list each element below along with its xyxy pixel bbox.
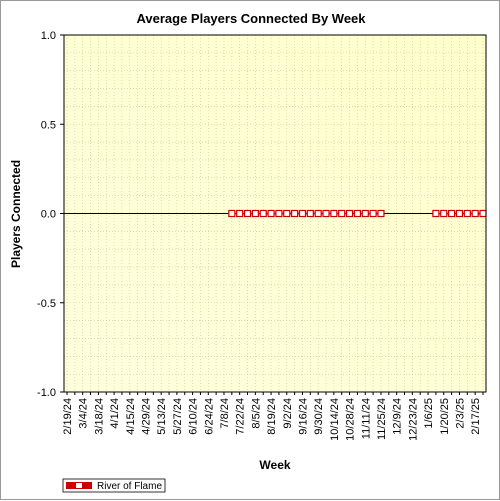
x-tick-label: 12/9/24 <box>392 398 404 435</box>
x-tick-label: 8/19/24 <box>266 398 278 435</box>
y-ticks: 1.0 0.5 0.0 -0.5 -1.0 <box>37 30 64 399</box>
x-tick-label: 3/18/24 <box>93 398 105 435</box>
x-tick-label: 11/11/24 <box>360 398 372 439</box>
y-tick-label: 0.0 <box>41 209 56 221</box>
data-point <box>369 209 377 218</box>
grid <box>64 34 486 393</box>
x-tick-label: 4/29/24 <box>140 398 152 435</box>
data-point <box>448 209 456 218</box>
data-point <box>314 209 322 218</box>
data-point <box>361 209 369 218</box>
data-point <box>275 209 283 218</box>
chart-title: Average Players Connected By Week <box>136 11 366 26</box>
x-tick-label: 9/30/24 <box>313 398 325 435</box>
x-tick-label: 1/6/25 <box>423 398 435 429</box>
data-point <box>377 209 385 218</box>
x-tick-label: 4/15/24 <box>125 398 137 435</box>
y-tick-label: 1.0 <box>41 30 56 42</box>
data-point <box>236 209 244 218</box>
x-tick-label: 6/10/24 <box>188 398 200 435</box>
y-axis-title: Players Connected <box>9 160 23 268</box>
data-point <box>243 209 252 218</box>
x-tick-label: 2/3/25 <box>454 398 466 429</box>
x-tick-label: 8/5/24 <box>250 398 262 429</box>
x-tick-label: 1/20/25 <box>439 398 451 435</box>
data-point <box>432 209 440 218</box>
data-point <box>479 209 487 218</box>
x-tick-label: 6/24/24 <box>203 398 215 435</box>
data-point <box>330 209 338 218</box>
x-tick-label: 12/23/24 <box>407 398 419 441</box>
x-tick-label: 5/27/24 <box>172 398 184 435</box>
data-point <box>267 209 275 218</box>
x-tick-label: 10/14/24 <box>329 398 341 441</box>
data-point <box>259 209 267 218</box>
data-point <box>463 209 471 218</box>
legend: River of Flame <box>62 478 166 493</box>
data-point <box>455 209 464 218</box>
data-point <box>471 209 479 218</box>
legend-label: River of Flame <box>97 481 162 492</box>
x-axis-title: Week <box>259 458 290 472</box>
data-point <box>338 209 346 218</box>
x-tick-label: 9/2/24 <box>282 398 294 429</box>
data-point <box>345 209 354 218</box>
x-tick-label: 5/13/24 <box>156 398 168 435</box>
x-tick-label: 2/19/24 <box>62 398 74 435</box>
data-point <box>251 209 259 218</box>
y-tick-label: -0.5 <box>37 298 56 310</box>
data-point <box>228 209 236 218</box>
plot-border <box>63 34 487 393</box>
y-tick-label: 0.5 <box>41 119 56 131</box>
x-tick-label: 3/4/24 <box>78 398 90 429</box>
data-point <box>440 209 448 218</box>
x-tick-label: 9/16/24 <box>297 398 309 435</box>
series-layer <box>228 209 487 218</box>
data-point <box>353 209 362 218</box>
y-tick-label: -1.0 <box>37 387 56 399</box>
x-tick-label: 7/22/24 <box>235 398 247 435</box>
x-tick-label: 10/28/24 <box>345 398 357 441</box>
data-point <box>298 209 307 218</box>
data-point <box>283 209 291 218</box>
x-tick-label: 2/17/25 <box>470 398 482 435</box>
legend-marker <box>76 483 82 488</box>
x-tick-label: 4/1/24 <box>109 398 121 429</box>
x-tick-label: 11/25/24 <box>376 398 388 440</box>
x-ticks: 2/19/24 3/4/24 3/18/24 4/1/24 4/15/24 4/29/24… <box>62 392 484 441</box>
x-tick-label: 7/8/24 <box>219 398 231 429</box>
data-point <box>291 209 299 218</box>
data-point <box>306 209 314 218</box>
data-point <box>322 209 330 218</box>
